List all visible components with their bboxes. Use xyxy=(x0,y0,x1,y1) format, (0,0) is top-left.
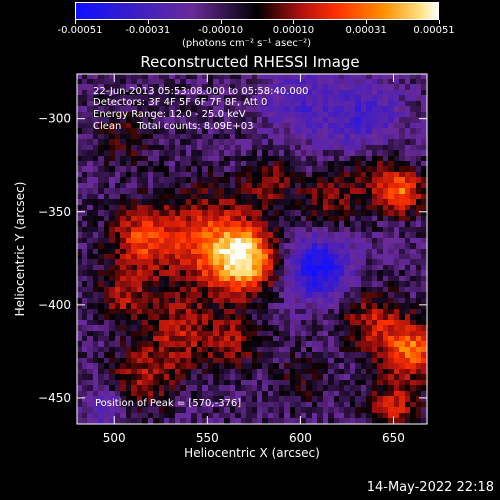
colorbar-tick-mark xyxy=(439,20,440,24)
y-tick-label: −350 xyxy=(38,205,71,219)
time-range-text: 22-Jun-2013 05:53:08.000 to 05:58:40.000 xyxy=(93,86,309,97)
colorbar-tick-mark xyxy=(75,20,76,24)
detectors-text: Detectors: 3F 4F 5F 6F 7F 8F, Att 0 xyxy=(93,97,268,108)
timestamp: 14-May-2022 22:18 xyxy=(366,480,494,495)
plot-frame xyxy=(76,73,428,425)
y-ticks: −450 −400 −350 −300 xyxy=(38,112,427,405)
colorbar xyxy=(75,2,439,20)
colorbar-tick-label: 0.00031 xyxy=(345,25,387,36)
y-tick-label: −400 xyxy=(38,298,71,312)
colorbar-tick-mark xyxy=(366,20,368,24)
y-axis-label: Heliocentric Y (arcsec) xyxy=(13,182,27,317)
colorbar-tick-label: -0.00051 xyxy=(57,25,103,36)
y-tick-label: −300 xyxy=(38,112,71,126)
x-tick-label: 500 xyxy=(103,431,126,445)
colorbar-tick-label: -0.00010 xyxy=(198,25,244,36)
colorbar-tick-mark xyxy=(220,20,222,24)
chart-title: Reconstructed RHESSI Image xyxy=(140,53,360,71)
peak-position-text: Position of Peak = [570,-376] xyxy=(95,398,242,409)
x-tick-label: 650 xyxy=(382,431,405,445)
clean-counts-text: Clean Total counts: 8.09E+03 xyxy=(93,121,254,132)
heatmap-image xyxy=(77,74,427,424)
colorbar-tick-label: 0.00010 xyxy=(272,25,315,36)
x-ticks: 500 550 600 650 xyxy=(103,74,405,445)
x-axis-label: Heliocentric X (arcsec) xyxy=(184,446,320,460)
energy-range-text: Energy Range: 12.0 - 25.0 keV xyxy=(93,109,246,120)
colorbar-tick-label: 0.00051 xyxy=(413,25,455,36)
colorbar-tick-mark xyxy=(293,20,295,24)
x-tick-label: 550 xyxy=(196,431,219,445)
x-tick-label: 600 xyxy=(289,431,312,445)
colorbar-tick-label: -0.00031 xyxy=(125,25,171,36)
colorbar-tick-mark xyxy=(147,20,149,24)
y-tick-label: −450 xyxy=(38,391,71,405)
colorbar-unit-label: (photons cm⁻² s⁻¹ asec⁻²) xyxy=(182,38,312,49)
